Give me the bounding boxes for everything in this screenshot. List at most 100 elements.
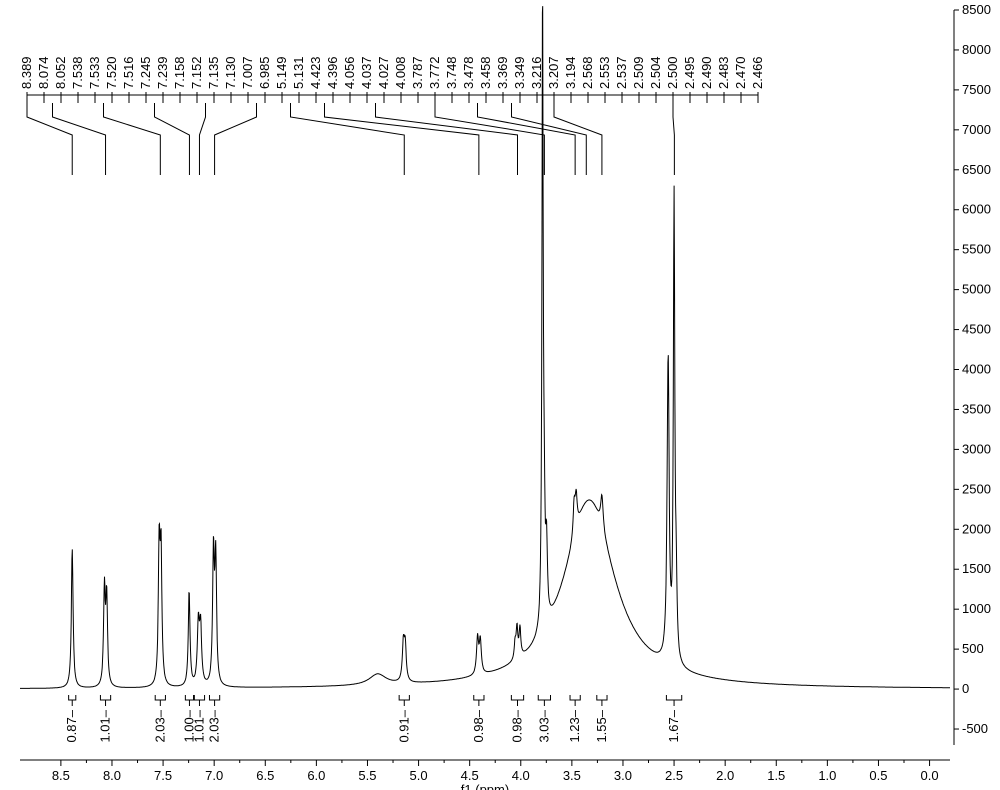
integral-value-label: 0.98– <box>471 709 486 742</box>
x-tick-label: 8.5 <box>52 768 70 783</box>
peak-ppm-label: 3.207 <box>546 56 561 89</box>
peak-ppm-label: 4.008 <box>393 56 408 89</box>
peak-ppm-label: 8.052 <box>53 56 68 89</box>
x-axis-title: f1 (ppm) <box>461 782 509 790</box>
peak-leader-line <box>27 103 72 175</box>
x-tick-label: 1.5 <box>767 768 785 783</box>
peak-ppm-label: 7.007 <box>240 56 255 89</box>
y-tick-label: 1500 <box>962 561 991 576</box>
peak-ppm-label: 2.509 <box>631 56 646 89</box>
y-tick-label: 6000 <box>962 202 991 217</box>
peak-ppm-label: 6.985 <box>257 56 272 89</box>
peak-ppm-label: 7.538 <box>70 56 85 89</box>
peak-ppm-label: 7.130 <box>223 56 238 89</box>
peak-ppm-label: 3.349 <box>512 56 527 89</box>
peak-ppm-label: 2.466 <box>750 56 765 89</box>
integral-bracket <box>69 695 76 700</box>
peak-ppm-label: 2.483 <box>716 56 731 89</box>
peak-ppm-label: 7.158 <box>172 56 187 89</box>
peak-ppm-label: 3.369 <box>495 56 510 89</box>
x-tick-label: 6.0 <box>307 768 325 783</box>
y-tick-label: 7500 <box>962 82 991 97</box>
integral-bracket <box>570 695 580 700</box>
peak-leader-line <box>478 103 576 175</box>
spectrum-trace <box>20 6 950 688</box>
integral-value-label: 0.87– <box>64 709 79 742</box>
y-tick-label: 7000 <box>962 122 991 137</box>
peak-ppm-label: 7.135 <box>206 56 221 89</box>
peak-ppm-label: 2.500 <box>665 56 680 89</box>
x-tick-label: 5.5 <box>358 768 376 783</box>
peak-ppm-label: 8.389 <box>19 56 34 89</box>
y-tick-label: 6500 <box>962 162 991 177</box>
peak-leader-line <box>291 103 405 175</box>
y-tick-label: 5500 <box>962 242 991 257</box>
integral-value-label: 0.98– <box>509 709 524 742</box>
integral-bracket <box>155 695 165 700</box>
integral-bracket <box>100 695 110 700</box>
integral-bracket <box>194 695 204 700</box>
y-tick-label: 8000 <box>962 42 991 57</box>
peak-ppm-label: 2.495 <box>682 56 697 89</box>
peak-ppm-label: 3.787 <box>410 56 425 89</box>
y-tick-label: -500 <box>962 721 988 736</box>
y-tick-label: 3500 <box>962 401 991 416</box>
integral-value-label: 0.91– <box>396 709 411 742</box>
peak-ppm-label: 3.748 <box>444 56 459 89</box>
integral-value-label: 1.55– <box>594 709 609 742</box>
peak-leader-line <box>199 103 205 175</box>
peak-ppm-label: 3.772 <box>427 56 442 89</box>
x-tick-label: 1.0 <box>818 768 836 783</box>
peak-leader-line <box>155 103 190 175</box>
x-tick-label: 3.0 <box>614 768 632 783</box>
x-tick-label: 4.5 <box>461 768 479 783</box>
y-tick-label: 4500 <box>962 322 991 337</box>
peak-ppm-label: 8.074 <box>36 56 51 89</box>
peak-ppm-label: 3.478 <box>461 56 476 89</box>
peak-ppm-label: 4.396 <box>325 56 340 89</box>
x-tick-label: 8.0 <box>103 768 121 783</box>
y-tick-label: 2500 <box>962 481 991 496</box>
peak-leader-line <box>673 103 674 175</box>
peak-ppm-label: 2.504 <box>648 56 663 89</box>
peak-ppm-label: 2.537 <box>614 56 629 89</box>
peak-leader-line <box>435 103 544 175</box>
y-tick-label: 0 <box>962 681 969 696</box>
integral-value-label: 1.23– <box>567 709 582 742</box>
integral-bracket <box>511 695 523 700</box>
integral-value-label: 1.67– <box>666 709 681 742</box>
peak-leader-line <box>325 103 479 175</box>
peak-ppm-label: 3.216 <box>529 56 544 89</box>
peak-ppm-label: 7.152 <box>189 56 204 89</box>
x-tick-label: 7.0 <box>205 768 223 783</box>
integral-bracket <box>538 695 550 700</box>
integral-bracket <box>666 695 681 700</box>
peak-ppm-label: 4.037 <box>359 56 374 89</box>
x-tick-label: 2.5 <box>665 768 683 783</box>
x-tick-label: 4.0 <box>512 768 530 783</box>
y-tick-label: 5000 <box>962 282 991 297</box>
integral-bracket <box>474 695 484 700</box>
peak-ppm-label: 2.470 <box>733 56 748 89</box>
x-tick-label: 6.5 <box>256 768 274 783</box>
y-tick-label: 3000 <box>962 441 991 456</box>
integral-value-label: 3.03– <box>536 709 551 742</box>
nmr-spectrum-chart: 8.58.07.57.06.56.05.55.04.54.03.53.02.52… <box>0 0 1000 790</box>
peak-ppm-label: 7.533 <box>87 56 102 89</box>
x-tick-label: 7.5 <box>154 768 172 783</box>
integral-value-label: 1.01– <box>98 709 113 742</box>
peak-ppm-label: 2.553 <box>597 56 612 89</box>
peak-ppm-label: 2.568 <box>580 56 595 89</box>
x-tick-label: 0.0 <box>921 768 939 783</box>
peak-leader-line <box>53 103 106 175</box>
peak-leader-line <box>104 103 161 175</box>
peak-ppm-label: 4.423 <box>308 56 323 89</box>
peak-leader-line <box>215 103 257 175</box>
peak-ppm-label: 7.245 <box>138 56 153 89</box>
peak-ppm-label: 7.520 <box>104 56 119 89</box>
x-tick-label: 3.5 <box>563 768 581 783</box>
integral-bracket <box>185 695 193 700</box>
peak-ppm-label: 4.056 <box>342 56 357 89</box>
integral-value-label: 1.01– <box>191 709 206 742</box>
y-tick-label: 2000 <box>962 521 991 536</box>
